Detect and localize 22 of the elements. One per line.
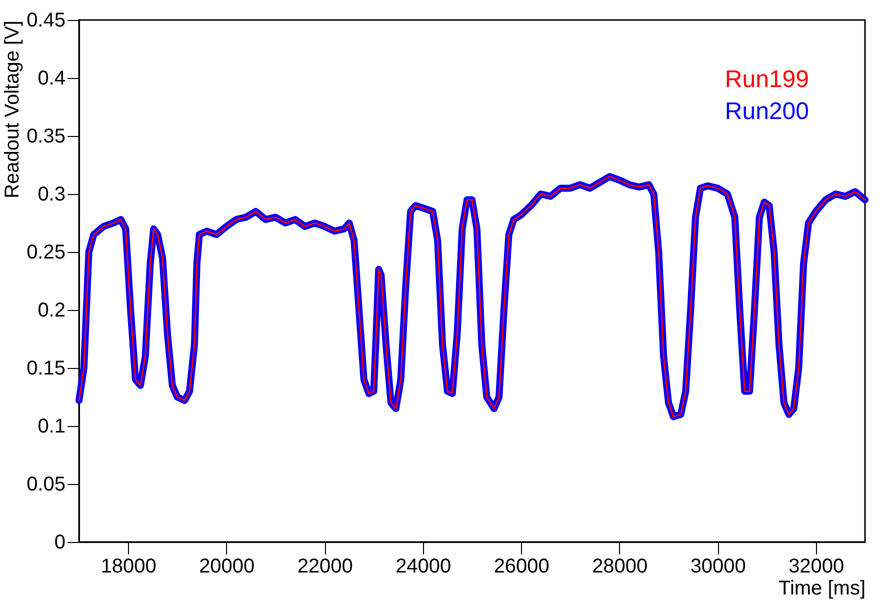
y-tick-label: 0.4 [38,68,66,90]
y-tick-label: 0.3 [38,184,66,206]
x-axis-title: Time [ms] [778,578,866,600]
x-tick-label: 24000 [396,556,452,578]
y-axis-title: Readout Voltage [V] [2,20,24,198]
y-tick-label: 0.2 [38,300,66,322]
y-tick-label: 0.35 [26,126,66,148]
y-tick-label: 0 [54,532,66,554]
x-tick-label: 18000 [100,556,156,578]
x-tick-label: 20000 [199,556,255,578]
x-tick-label: 32000 [788,556,844,578]
text: Run199 [724,66,809,93]
x-tick-label: 26000 [494,556,550,578]
y-tick-label: 0.05 [26,474,66,496]
y-tick-label: 0.25 [26,242,66,264]
y-tick-label: 0.45 [26,10,66,32]
text: Run200 [724,98,809,125]
x-tick-label: 22000 [297,556,353,578]
y-tick-label: 0.15 [26,358,66,380]
x-tick-label: 30000 [690,556,746,578]
y-tick-label: 0.1 [38,416,66,438]
x-tick-label: 28000 [592,556,648,578]
